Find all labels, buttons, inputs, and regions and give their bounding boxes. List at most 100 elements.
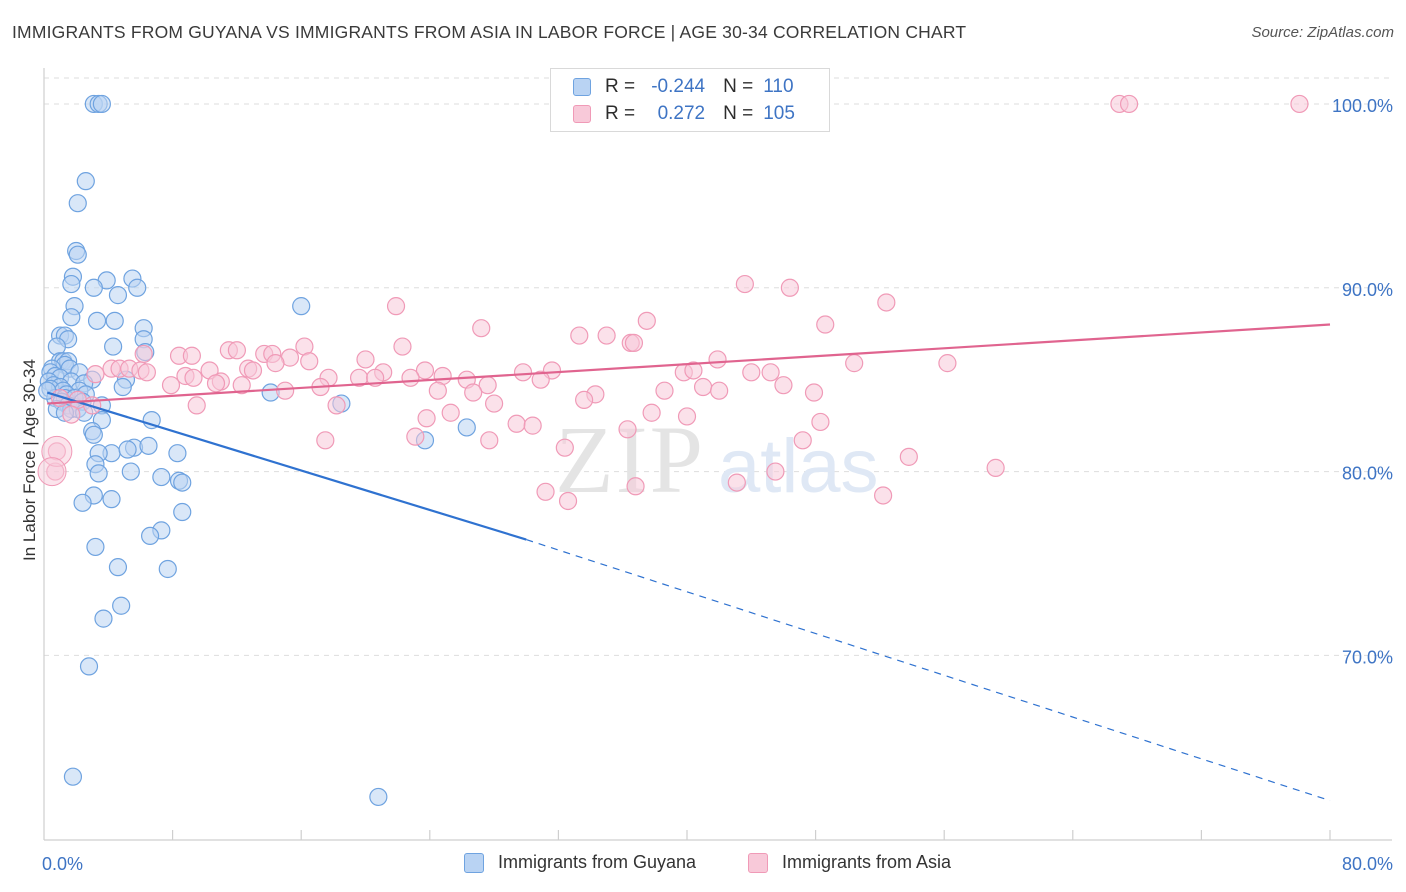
asia-point-2 [1290,94,1309,114]
guyana-point-74 [118,440,137,459]
legend-n-value-asia: 105 [763,103,795,124]
asia-point-57 [161,376,181,395]
asia-point-25 [356,350,375,369]
y-tick-label-80: 80.0% [1342,464,1393,484]
watermark: ZIP atlas [555,406,879,513]
asia-point-88 [406,427,425,446]
guyana-point-67 [84,425,103,444]
asia-point-8 [472,319,491,338]
source-credit: Source: ZipAtlas.com [1251,24,1394,41]
asia-point-69 [710,381,729,400]
asia-point-3 [735,274,754,294]
legend-r-value-guyana: -0.244 [651,76,706,97]
asia-point-7 [637,311,656,330]
asia-point-100 [874,486,893,505]
asia-point-43 [684,361,703,380]
guyana-point-25 [104,337,123,356]
guyana-point-90 [158,559,177,579]
guyana-point-43 [113,377,132,397]
asia-point-53 [401,368,420,387]
asia-point-78 [441,403,460,422]
asia-point-98 [536,482,555,501]
guyana-point-94 [63,767,83,786]
y-tick-label-90: 90.0% [1342,280,1393,300]
asia-point-62 [693,377,713,397]
guyana-point-92 [94,609,113,628]
correlation-legend: R = -0.244 N = 110 R = 0.272 N = 105 [550,68,830,132]
legend-r-value-asia: 0.272 [657,103,706,124]
legend-row-guyana: R = -0.244 N = 110 [573,74,794,100]
asia-point-28 [845,354,864,373]
asia-point-82 [507,414,526,433]
asia-point-63 [774,376,793,395]
legend-n-value-guyana: 110 [763,76,794,97]
guyana-point-13 [108,286,128,305]
asia-point-83 [523,416,542,435]
asia-point-15 [393,337,412,356]
chart-title: IMMIGRANTS FROM GUYANA VS IMMIGRANTS FRO… [12,22,967,42]
y-tick-label-70: 70.0% [1342,647,1393,667]
guyana-point-71 [139,436,158,455]
guyana-point-75 [168,444,187,463]
x-tick-label-80: 80.0% [1342,854,1393,874]
asia-point-90 [793,431,812,450]
asia-point-99 [558,491,578,511]
asia-point-70 [804,383,824,402]
asia-point-39 [415,361,435,380]
guyana-point-89 [108,558,128,577]
asia-point-44 [742,363,761,382]
asia-point-13 [624,333,644,353]
asia-point-27 [708,350,727,369]
asia-point-74 [187,396,206,415]
asia-point-75 [327,396,346,415]
guyana-point-87 [140,526,160,546]
bottom-legend-swatch-asia [748,852,768,873]
guyana-point-95 [369,787,388,807]
asia-point-58 [206,374,226,393]
legend-r-label: R = [605,76,636,97]
guyana-point-16 [62,308,81,327]
asia-point-large-2 [37,457,67,487]
asia-point-81 [417,409,436,428]
asia-point-84 [811,412,830,432]
asia-point-9 [816,315,835,334]
asia-point-11 [597,326,616,345]
bottom-legend-asia: Immigrants from Asia [748,852,951,873]
trend-line-asia [47,323,1331,405]
legend-row-asia: R = 0.272 N = 105 [573,101,795,127]
asia-point-29 [938,354,957,373]
asia-point-95 [986,458,1005,477]
guyana-point-88 [86,537,105,557]
x-tick-label-0: 0.0% [42,854,83,874]
asia-point-6 [877,293,896,312]
bottom-legend-swatch-guyana [464,852,484,873]
asia-point-80 [677,407,697,426]
asia-point-20 [182,346,201,365]
asia-point-17 [227,341,246,360]
guyana-point-85 [173,502,192,522]
guyana-point-83 [102,490,121,509]
asia-point-46 [86,365,105,384]
guyana-point-84 [73,493,92,512]
guyana-point-11 [84,278,103,297]
asia-point-34 [137,363,156,382]
asia-point-86 [316,431,335,450]
asia-point-64 [276,381,295,400]
trend-lines [46,323,1331,802]
bottom-legend-label-guyana: Immigrants from Guyana [498,852,697,872]
guyana-point-12 [128,278,147,297]
asia-point-79 [642,403,661,422]
asia-point-10 [570,326,589,345]
guyana-point-3 [76,172,95,191]
trend-line-guyana [46,391,527,541]
asia-point-85 [618,420,637,439]
asia-point-101 [62,405,81,424]
asia-point-77 [485,394,504,413]
axis-labels: 100.0% 90.0% 80.0% 70.0% 0.0% 80.0% In Labor F… [20,96,1393,874]
asia-point-65 [428,381,447,400]
asia-point-87 [480,431,499,450]
asia-point-37 [243,361,263,380]
asia-point-45 [761,363,780,382]
guyana-point-6 [68,245,87,264]
guyana-point-81 [173,473,192,492]
